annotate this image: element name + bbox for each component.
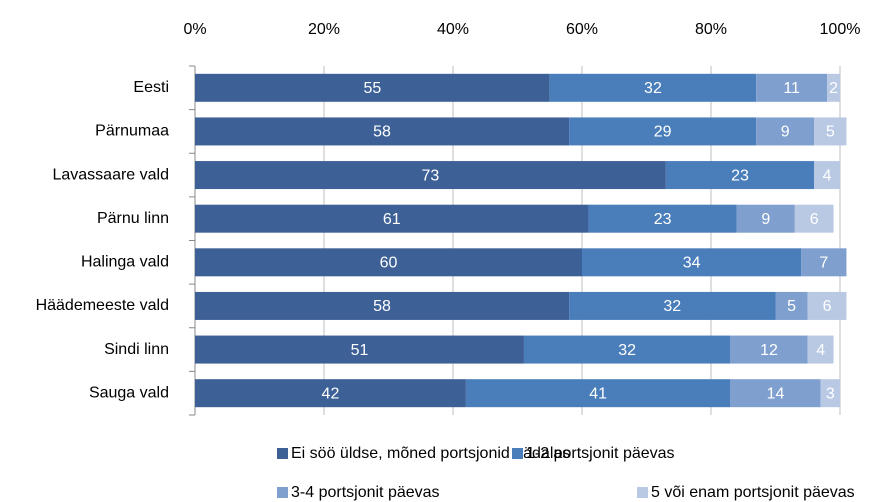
value-label: 34	[683, 255, 701, 272]
value-label: 5	[826, 124, 835, 141]
y-tick-label: Pärnu linn	[97, 210, 169, 227]
bar-segment	[588, 204, 737, 233]
bar-segment	[814, 117, 847, 146]
bar-segment	[775, 291, 808, 320]
bar-segment	[549, 73, 757, 102]
bar-segment	[195, 248, 582, 277]
bar-segment	[801, 248, 847, 277]
bar-segment	[827, 73, 840, 102]
value-label: 73	[422, 167, 440, 184]
bar-segment	[195, 379, 466, 408]
value-label: 51	[351, 342, 369, 359]
value-label: 60	[380, 255, 398, 272]
value-label: 4	[816, 342, 825, 359]
value-label: 11	[783, 80, 800, 97]
bar-segment	[195, 204, 589, 233]
bar-segment	[756, 73, 828, 102]
bar-segment	[814, 161, 840, 190]
value-label: 12	[760, 342, 778, 359]
value-label: 55	[363, 80, 381, 97]
value-label: 58	[373, 124, 391, 141]
x-tick-label: 100%	[820, 21, 861, 38]
bar-segment	[736, 204, 795, 233]
bar-segment	[523, 335, 731, 364]
x-tick-label: 40%	[437, 21, 469, 38]
value-label: 5	[787, 298, 796, 315]
bar-segment	[794, 204, 834, 233]
bar-segment	[807, 291, 847, 320]
value-label: 42	[322, 385, 340, 402]
legend-swatch	[637, 487, 648, 498]
y-tick-label: Sindi linn	[104, 341, 169, 358]
x-tick-label: 80%	[695, 21, 727, 38]
y-tick-label: Pärnumaa	[95, 123, 169, 140]
legend-label: Ei söö üldse, mõned portsjonid nädalas	[291, 445, 570, 462]
legend-swatch	[512, 448, 523, 459]
bar-segment	[807, 335, 834, 364]
legend-label: 1-2 portsjonit päevas	[526, 445, 675, 462]
value-label: 6	[810, 211, 819, 228]
bar-segment	[756, 117, 815, 146]
legend-swatch	[277, 487, 288, 498]
y-tick-label: Sauga vald	[89, 384, 169, 401]
value-label: 58	[373, 298, 391, 315]
value-label: 14	[767, 385, 785, 402]
value-label: 2	[829, 80, 838, 97]
bar-segment	[582, 248, 802, 277]
bar-segment	[730, 379, 821, 408]
value-label: 23	[731, 167, 749, 184]
x-tick-label: 0%	[183, 21, 206, 38]
x-tick-label: 20%	[308, 21, 340, 38]
bar-segment	[730, 335, 808, 364]
value-label: 32	[644, 80, 662, 97]
bar-segment	[195, 335, 524, 364]
bar-segment	[195, 117, 570, 146]
value-label: 3	[826, 385, 835, 402]
bar-segment	[665, 161, 815, 190]
x-tick-label: 60%	[566, 21, 598, 38]
legend-label: 3-4 portsjonit päevas	[291, 484, 440, 501]
value-label: 32	[618, 342, 636, 359]
bar-segment	[820, 379, 840, 408]
value-label: 61	[383, 211, 401, 228]
legend-swatch	[277, 448, 288, 459]
bar-segment	[195, 291, 570, 320]
bar-segment	[569, 291, 776, 320]
value-label: 41	[589, 385, 607, 402]
y-tick-label: Halinga vald	[81, 254, 169, 271]
value-label: 7	[819, 255, 828, 272]
value-label: 9	[761, 211, 770, 228]
value-label: 32	[663, 298, 681, 315]
legend-label: 5 või enam portsjonit päevas	[651, 484, 855, 501]
bar-segment	[465, 379, 731, 408]
value-label: 6	[823, 298, 832, 315]
bar-segment	[195, 73, 550, 102]
bar-segment	[569, 117, 757, 146]
bar-segment	[195, 161, 666, 190]
value-label: 9	[781, 124, 790, 141]
y-tick-label: Eesti	[133, 79, 169, 96]
value-label: 29	[654, 124, 672, 141]
y-tick-label: Lavassaare vald	[52, 166, 169, 183]
value-label: 23	[654, 211, 672, 228]
y-tick-label: Häädemeeste vald	[36, 297, 169, 314]
value-label: 4	[823, 167, 832, 184]
